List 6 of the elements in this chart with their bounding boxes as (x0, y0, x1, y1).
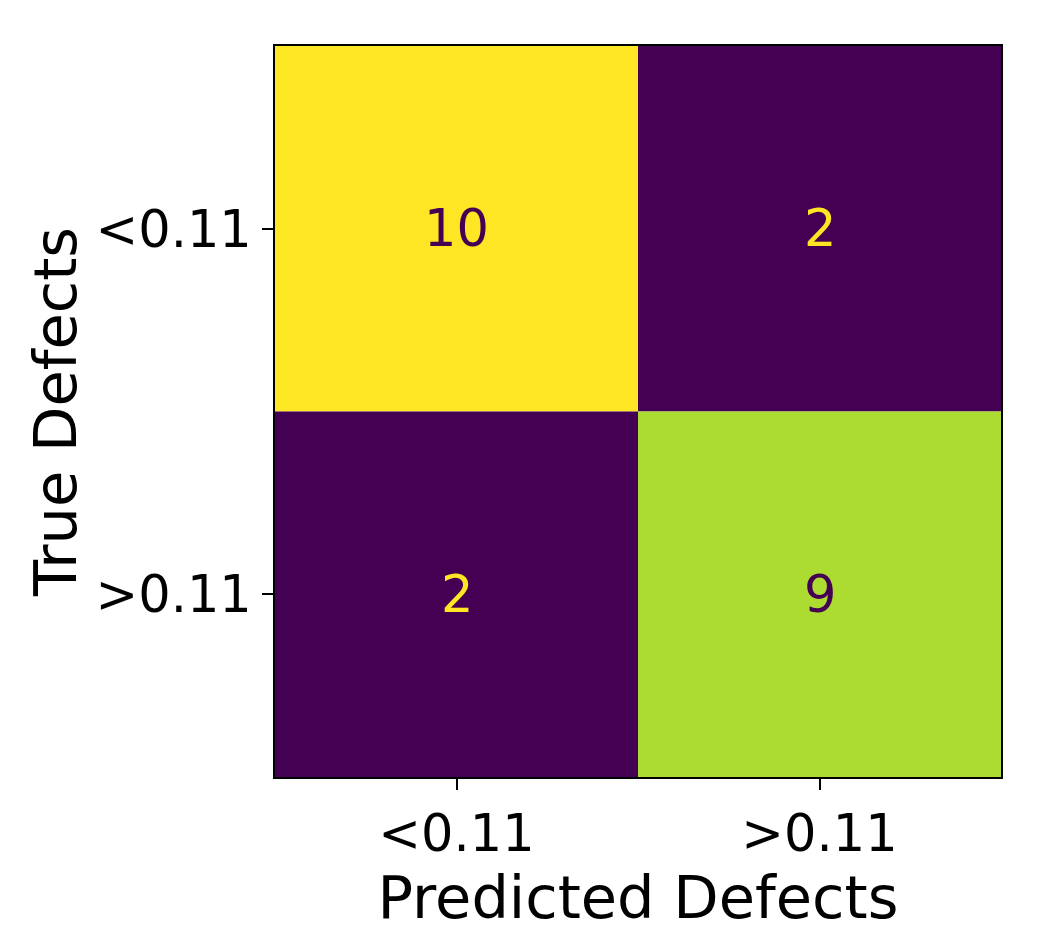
data-label: 9 (804, 565, 837, 624)
data-label: 2 (804, 199, 837, 258)
y-axis-title: True Defects (20, 226, 90, 598)
data-label: 2 (441, 565, 474, 624)
data-label: 10 (424, 199, 489, 258)
x-axis-title: Predicted Defects (377, 863, 899, 933)
